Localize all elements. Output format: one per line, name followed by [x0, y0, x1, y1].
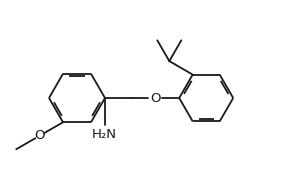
Text: O: O	[150, 91, 161, 105]
Text: H₂N: H₂N	[91, 128, 117, 141]
Text: O: O	[34, 129, 45, 142]
